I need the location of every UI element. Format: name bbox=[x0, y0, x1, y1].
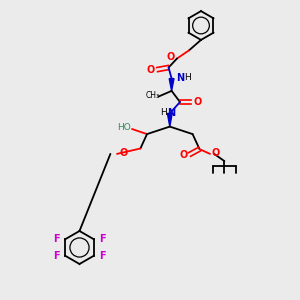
Polygon shape bbox=[169, 79, 174, 91]
Text: N: N bbox=[167, 108, 175, 118]
Text: O: O bbox=[146, 64, 155, 75]
Polygon shape bbox=[167, 113, 172, 127]
Text: O: O bbox=[179, 149, 188, 160]
Text: HO: HO bbox=[117, 123, 131, 132]
Text: H: H bbox=[184, 74, 190, 82]
Text: F: F bbox=[53, 234, 60, 244]
Text: O: O bbox=[167, 52, 175, 62]
Text: F: F bbox=[99, 234, 106, 244]
Text: CH₃: CH₃ bbox=[146, 91, 160, 100]
Text: H: H bbox=[160, 108, 166, 117]
Text: O: O bbox=[211, 148, 220, 158]
Text: F: F bbox=[99, 251, 106, 261]
Text: N: N bbox=[176, 73, 184, 83]
Text: F: F bbox=[53, 251, 60, 261]
Text: O: O bbox=[193, 97, 202, 107]
Text: O: O bbox=[119, 148, 128, 158]
